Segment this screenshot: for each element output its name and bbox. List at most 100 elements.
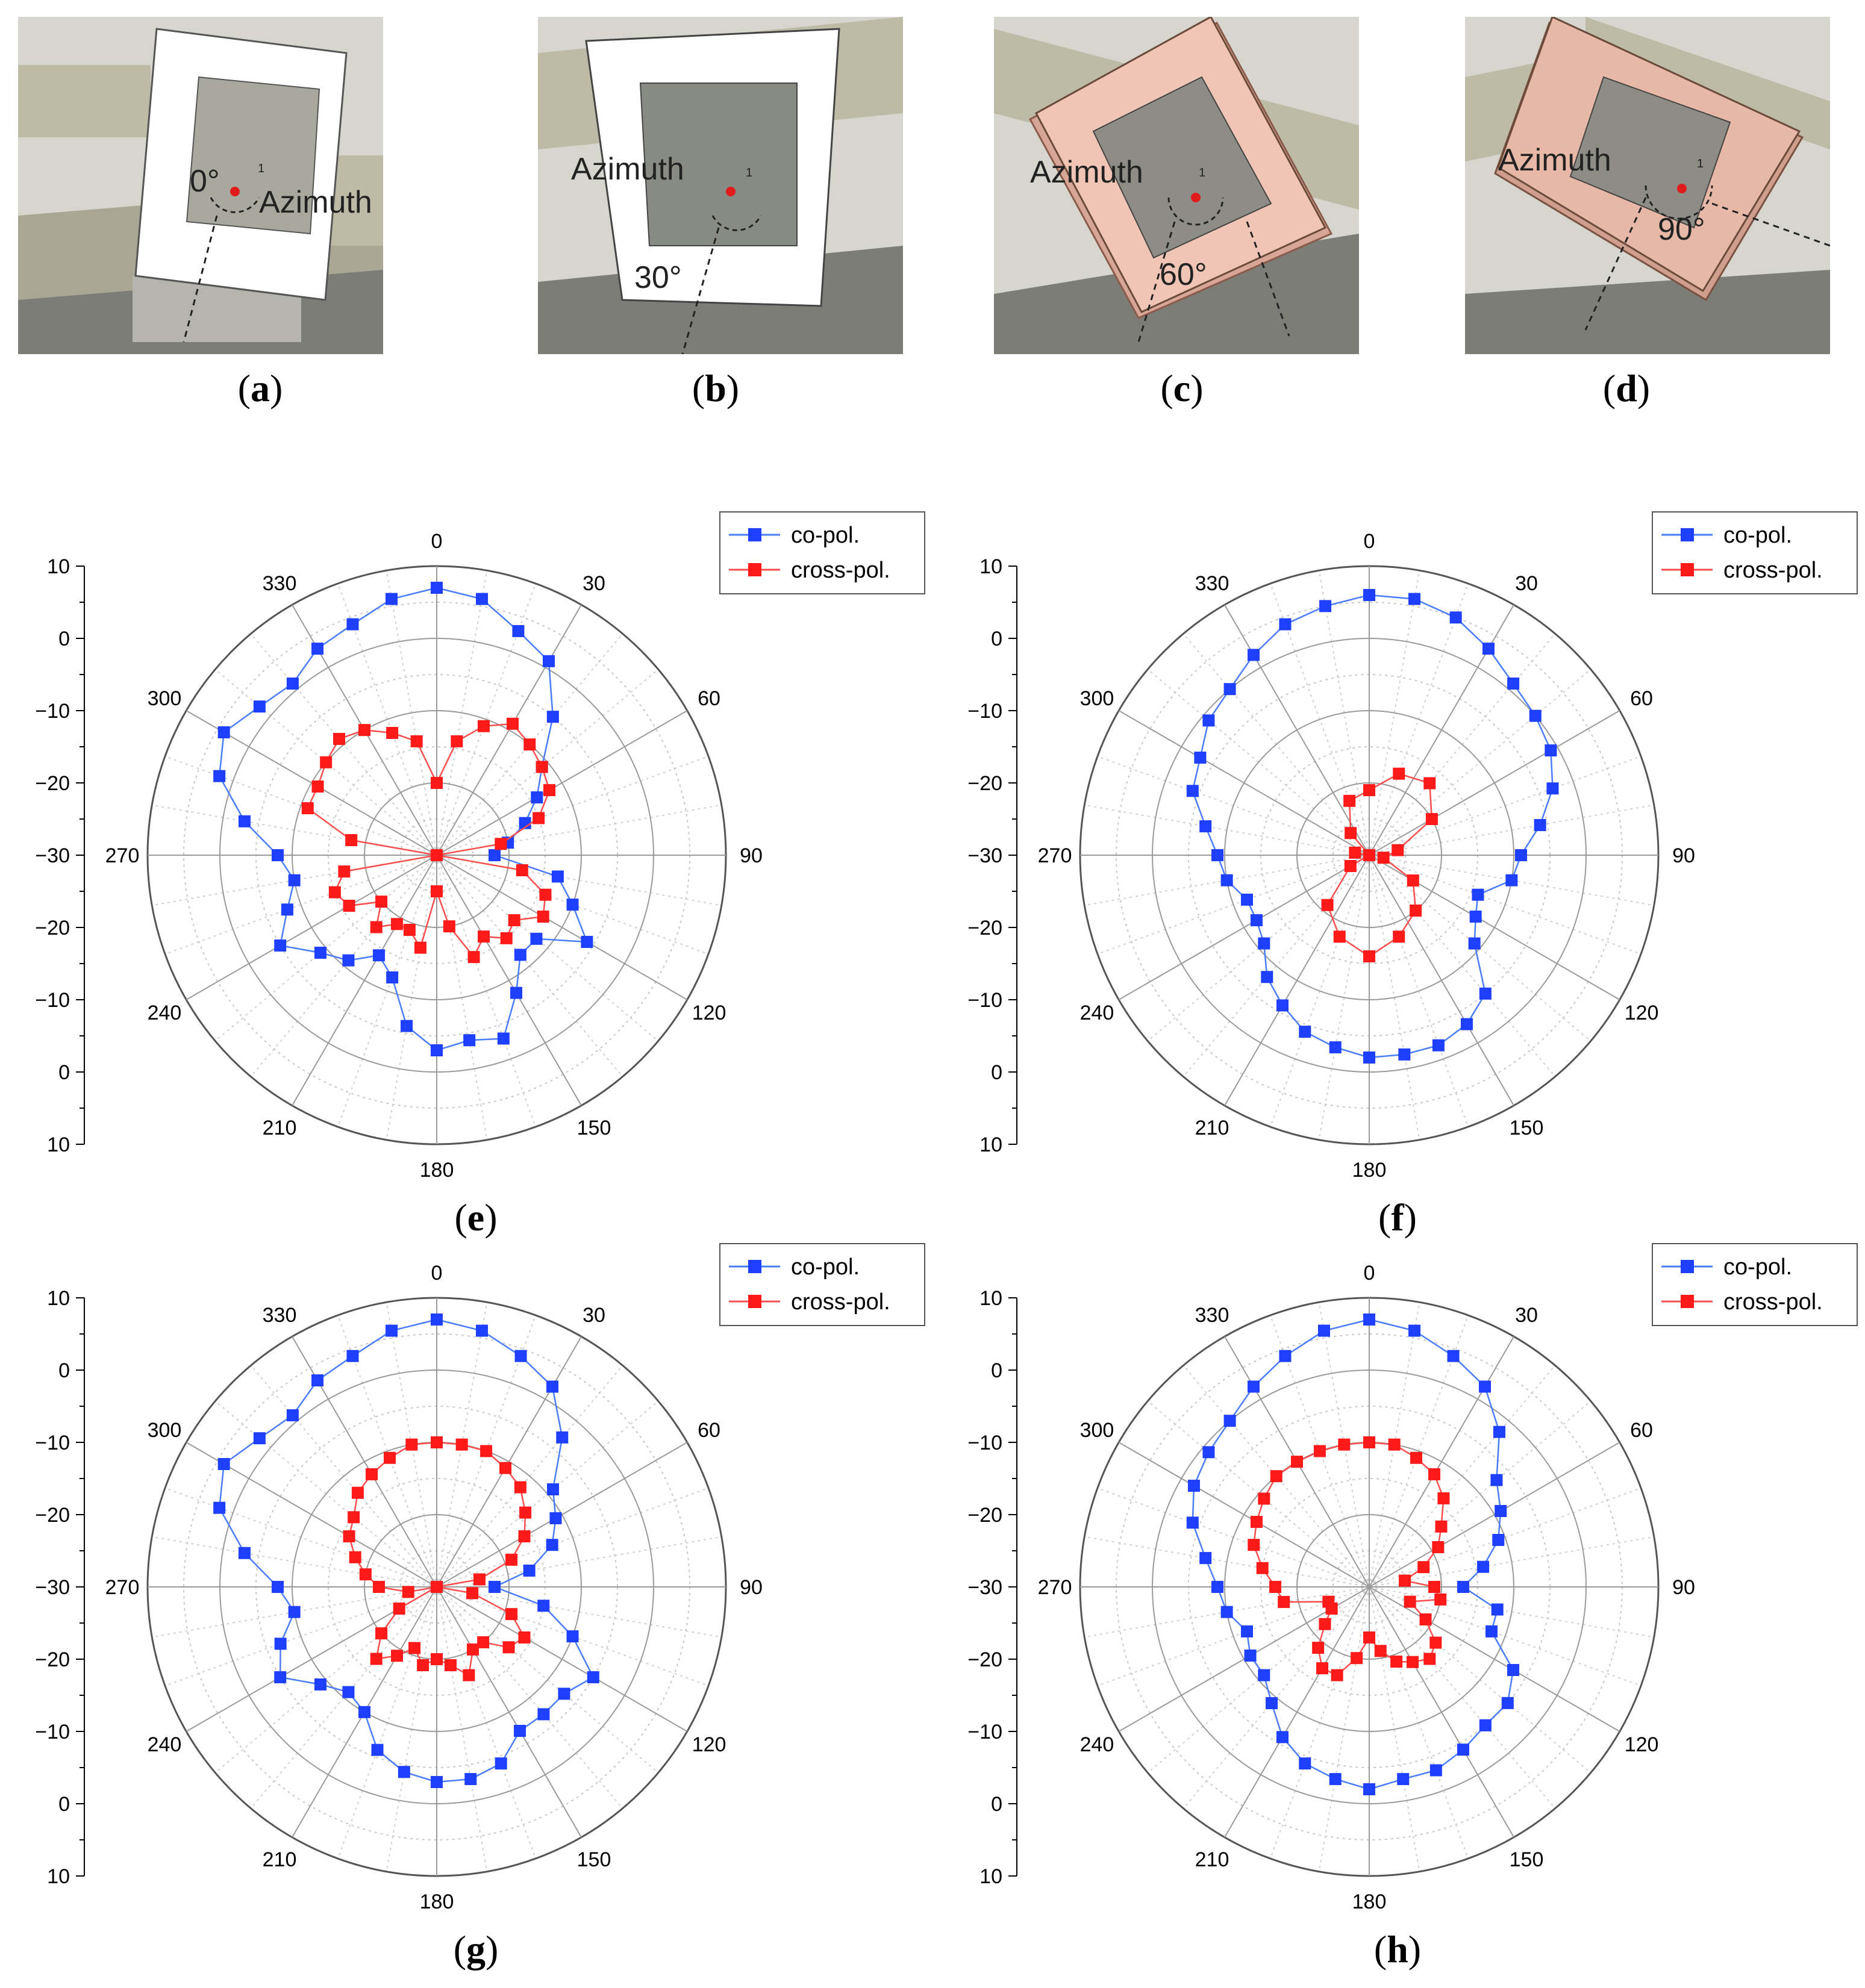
co-pol-marker [217,1458,230,1470]
cross-pol-marker [1313,1445,1326,1457]
co-pol-marker [272,1581,284,1593]
radiation-pattern-f: 0 30 60 90 120 150 180 210 240 270 300 330 10 0 −10 −20… [967,511,1858,1182]
angle-tick-label: 0 [431,530,443,553]
grid-spoke [436,855,688,1000]
co-pol-marker [431,582,443,594]
radial-tick-label: −20 [967,1648,1002,1671]
co-pol-marker [581,936,593,948]
minor-grid-spoke [386,1302,437,1588]
radial-tick-label: 10 [979,1287,1002,1310]
chart-legend: co-pol. cross-pol. [1652,1243,1858,1326]
cross-pol-marker [333,732,346,745]
co-pol-marker [1490,1474,1503,1486]
angle-tick-label: 0 [1364,530,1375,553]
co-pol-marker [1432,1039,1445,1052]
angle-tick-label: 330 [1195,572,1229,595]
co-pol-series-line [1192,1318,1514,1790]
photo-panel-a: 0° Azimuth 1 [18,17,383,354]
cross-pol-marker [516,864,528,877]
cross-pol-marker [391,1650,403,1662]
legend-cross-pol-label: cross-pol. [791,1289,890,1315]
caption-a: (a) [237,367,283,410]
cross-pol-marker [1256,1562,1269,1574]
azimuth-label: Azimuth [259,185,372,220]
cross-pol-marker [466,1587,479,1600]
co-pol-marker [551,870,564,883]
angle-tick-label: 120 [1625,1733,1659,1756]
legend-co-pol-label: co-pol. [791,523,860,548]
co-pol-marker [1202,1446,1215,1459]
radiation-pattern-g: 0 30 60 90 120 150 180 210 240 270 300 330 10 0 −10 −20… [35,1243,925,1913]
cross-pol-marker [505,1553,518,1566]
cross-pol-marker [463,1669,475,1681]
co-pol-marker [311,1374,323,1387]
cross-pol-marker [1321,899,1334,911]
cross-pol-marker [518,1631,531,1644]
cross-pol-marker [320,756,333,768]
co-pol-marker [1507,1664,1520,1676]
radiation-pattern-e: 0 30 60 90 120 150 180 210 240 270 300 330 10 0 −10 −20… [35,511,925,1182]
co-pol-marker [1546,782,1559,795]
co-pol-marker [549,1512,562,1524]
co-pol-marker [476,593,489,605]
co-pol-marker [537,1600,550,1612]
cross-pol-marker [455,1438,468,1451]
angle-tick-label: 90 [1672,844,1695,867]
angle-tick-label: 240 [1080,1002,1114,1024]
cross-pol-marker [1344,860,1357,872]
rotation-angle-label: 60° [1160,257,1207,292]
co-pol-marker [1545,744,1557,756]
cross-pol-marker [373,1581,385,1593]
cross-pol-marker [338,865,351,878]
co-pol-marker [1194,752,1207,764]
cross-pol-marker [478,930,490,943]
co-pol-marker [1479,1380,1491,1393]
legend-box [719,511,925,594]
co-pol-marker [1186,1516,1199,1529]
angle-tick-label: 120 [692,1002,726,1024]
cross-pol-marker [1343,794,1356,807]
radial-tick-label: 0 [991,1793,1002,1816]
angle-tick-label: 240 [148,1733,182,1756]
grid-spoke [1118,855,1370,1000]
cross-pol-marker [1250,1516,1263,1528]
radial-tick-label: 0 [991,1061,1002,1084]
co-pol-marker [463,1034,476,1047]
co-pol-marker [476,1324,489,1337]
angle-tick-label: 210 [1195,1117,1229,1139]
azimuth-label: Azimuth [1030,155,1143,190]
cross-pol-marker [1269,1581,1281,1593]
co-pol-marker [1515,849,1527,861]
cross-pol-marker [370,921,383,933]
co-pol-marker [543,655,555,667]
co-pol-marker [431,1776,443,1788]
cross-pol-marker [1333,930,1346,943]
angle-tick-label: 90 [1672,1576,1695,1599]
co-pol-marker [1457,1743,1469,1756]
polar-chart-f: 0 30 60 90 120 150 180 210 240 270 300 330 10 0 −10 −20… [932,506,1865,1192]
co-pol-marker [546,1539,558,1551]
legend-cross-pol-marker [1681,563,1694,576]
angle-tick-label: 330 [1195,1304,1229,1327]
co-pol-marker [342,954,355,967]
photo-panel-d: Azimuth 90° 1 [1465,17,1830,354]
co-pol-marker [371,1743,384,1756]
co-pol-marker [1457,1581,1469,1593]
legend-co-pol-marker [748,1260,761,1273]
co-pol-marker [1199,1552,1212,1565]
radial-tick-label: 0 [58,1061,70,1084]
radial-tick-label: −20 [967,772,1002,795]
cross-pol-marker [500,932,513,944]
co-pol-marker [274,1637,287,1650]
radial-tick-label: −20 [35,772,70,795]
cross-pol-marker [499,1462,511,1474]
co-pol-marker [1479,987,1492,1000]
radial-tick-label: −10 [967,989,1002,1012]
co-pol-marker [1363,1052,1375,1064]
cross-pol-marker [1423,1653,1436,1665]
co-pol-marker [1186,785,1199,797]
cross-pol-marker [1437,1492,1450,1504]
cross-pol-marker [1404,1595,1416,1608]
co-pol-marker [1279,618,1292,631]
angle-tick-label: 300 [1080,687,1114,710]
